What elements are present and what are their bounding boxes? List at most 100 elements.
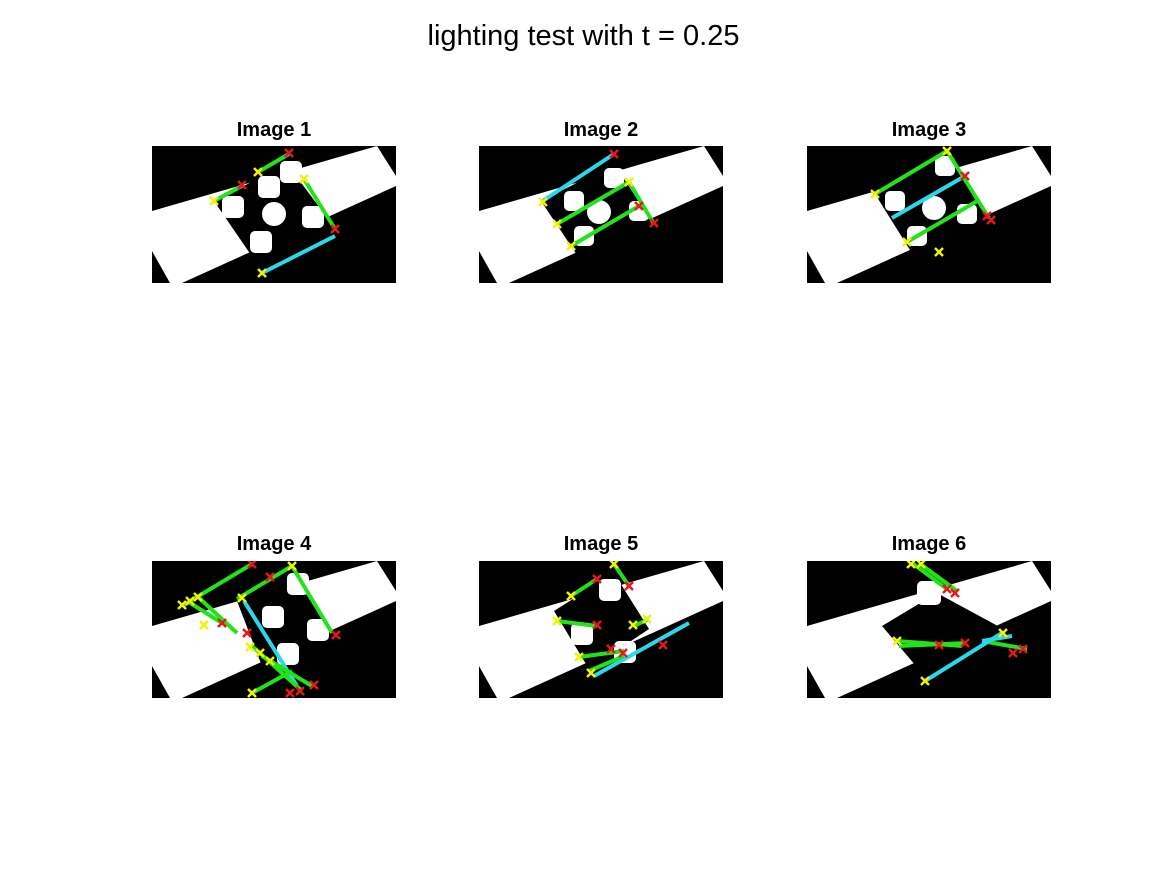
fit-line-green [256,152,291,174]
fit-line-cyan [891,174,966,220]
marker-yellow [209,196,219,206]
marker-yellow [552,219,562,229]
marker-red [624,581,634,591]
board-square [935,156,955,176]
marker-yellow [552,616,562,626]
marker-red [1008,648,1018,658]
image-panel-2 [479,146,723,283]
board-square [280,161,302,183]
board-square [885,191,905,211]
panel-title-1: Image 1 [236,119,312,141]
dark-corner [807,666,825,698]
marker-red [592,574,602,584]
marker-yellow [257,268,267,278]
marker-red [950,588,960,598]
image-2-canvas [479,146,723,283]
fit-line-green [195,594,239,635]
board-square [250,231,272,253]
marker-yellow [628,620,638,630]
marker-red [242,628,252,638]
fit-line-green [569,204,641,248]
board-square [307,619,329,641]
board-circle [922,196,946,220]
board-dark [882,593,1007,679]
fit-line-cyan [593,621,690,678]
dark-corner [807,251,825,283]
panel-title-5: Image 5 [563,533,639,555]
marker-red [960,171,970,181]
marker-yellow [247,688,257,698]
marker-red [1018,644,1028,654]
marker-yellow [255,648,265,658]
marker-yellow [934,247,944,257]
marker-yellow [237,593,247,603]
dark-corner [152,251,170,283]
fit-line-green [578,649,625,659]
dark-corner [479,666,497,698]
marker-red [606,644,616,654]
fit-line-green [556,619,598,628]
fit-line-green [555,180,631,226]
marker-yellow [998,628,1008,638]
board-square [262,606,284,628]
marker-yellow [265,656,275,666]
marker-yellow [902,237,912,247]
panel-title-6: Image 6 [891,533,967,555]
marker-yellow [642,614,652,624]
marker-red [295,686,305,696]
figure-title: lighting test with t = 0.25 [427,20,740,52]
panel-title-2: Image 2 [563,119,639,141]
marker-yellow [906,561,916,569]
marker-yellow [538,197,548,207]
panel-title-4: Image 4 [236,533,312,555]
fit-line-green [898,641,968,648]
board-square [287,573,309,595]
image-panel-6 [807,561,1051,698]
marker-red [592,620,602,630]
fit-line-green [235,564,294,601]
marker-red [934,640,944,650]
image-panel-3 [807,146,1051,283]
image-panel-4 [152,561,396,698]
marker-yellow [287,561,297,571]
dark-corner [479,251,497,283]
marker-red [634,201,644,211]
marker-red [618,648,628,658]
marker-yellow [566,241,576,251]
marker-yellow [624,177,634,187]
marker-yellow [586,668,596,678]
marker-yellow [177,600,187,610]
marker-yellow [185,596,195,606]
board-square [571,623,593,645]
marker-yellow [199,620,209,630]
fit-line-green [302,177,337,231]
fit-line-cyan [539,152,616,204]
marker-red [609,149,619,159]
fit-line-cyan [261,234,336,275]
board-square [604,168,624,188]
image-4-canvas [152,561,396,698]
marker-red [331,630,341,640]
fit-line-green [873,149,949,196]
marker-yellow [609,561,619,569]
marker-red [265,572,275,582]
marker-red [649,218,659,228]
fit-line-green [588,654,625,673]
fit-line-green [213,184,243,203]
panel-title-3: Image 3 [891,119,967,141]
marker-red [309,680,319,690]
board-square [222,196,244,218]
marker-yellow [245,642,255,652]
dark-corner [152,666,170,698]
marker-red [247,561,257,569]
fit-line-green [905,198,981,244]
image-3-canvas [807,146,1051,283]
image-6-canvas [807,561,1051,698]
marker-red [284,148,294,158]
marker-yellow [870,189,880,199]
board-square [564,191,584,211]
fit-line-green [945,149,991,220]
marker-red [330,224,340,234]
fit-line-green [251,669,293,695]
marker-red [285,688,295,698]
